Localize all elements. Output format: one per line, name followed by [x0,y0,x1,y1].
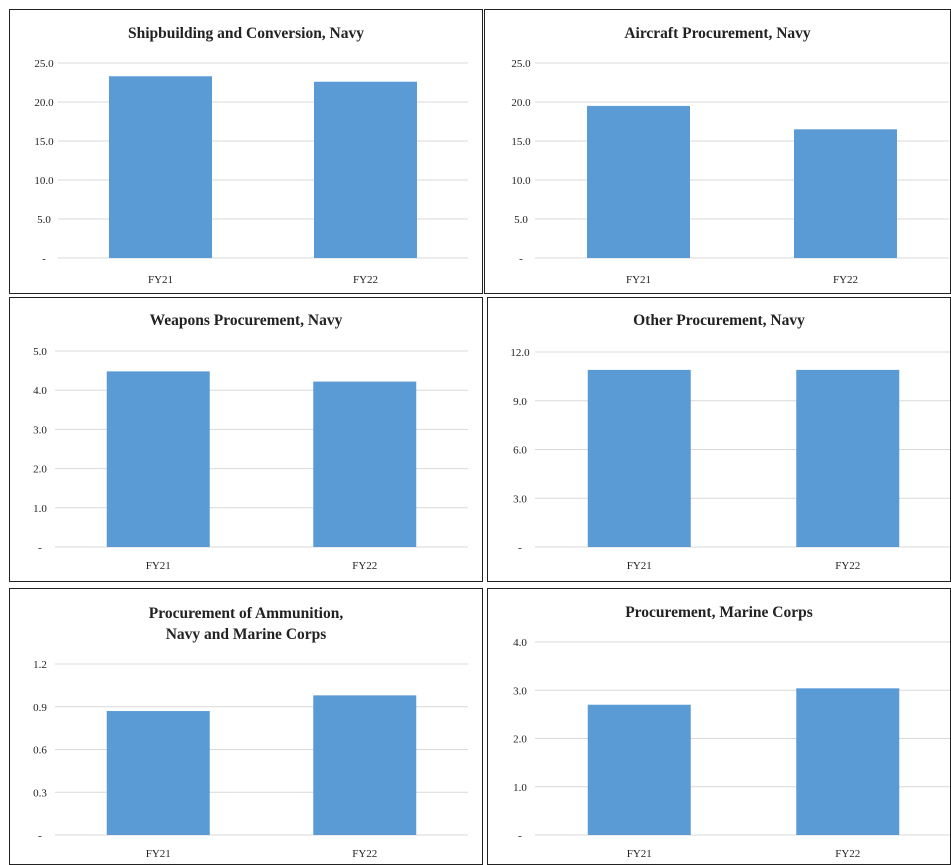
chart-panel-ammunition: Procurement of Ammunition, Navy and Marin… [9,588,483,865]
x-category-label: FY22 [352,848,377,860]
y-tick-label: - [42,253,46,265]
y-tick-label: 1.0 [33,503,47,515]
chart-panel-weapons: Weapons Procurement, Navy - 1.0 2.0 3.0 4.0 5.… [9,297,483,582]
x-category-label: FY22 [353,274,378,286]
bar-fy22 [794,129,897,258]
y-tick-label: 15.0 [34,136,54,148]
bar-chart: Aircraft Procurement, Navy - 5.0 10.0 15.0 20… [511,25,949,286]
bar-chart: Procurement of Ammunition, Navy and Marin… [33,605,468,860]
y-tick-label: 2.0 [33,464,47,476]
y-tick-label: - [518,542,522,554]
y-tick-label: 6.0 [513,445,527,457]
y-tick-label: - [38,542,42,554]
y-tick-label: 3.0 [513,685,527,697]
y-tick-label: 25.0 [34,58,54,70]
bar-chart: Procurement, Marine Corps - 1.0 2.0 3.0 4.0 FY… [513,604,950,860]
y-tick-label: - [38,830,42,842]
y-tick-label: 0.3 [33,787,47,799]
chart-title: Procurement, Marine Corps [625,604,813,621]
y-tick-label: 0.9 [33,702,47,714]
bar-fy21 [106,371,210,547]
x-category-label: FY22 [352,560,377,572]
chart-title: Shipbuilding and Conversion, Navy [128,25,364,42]
y-tick-label: 4.0 [33,385,47,397]
chart-panel-marine-corps: Procurement, Marine Corps - 1.0 2.0 3.0 4.0 FY… [487,588,951,865]
bar-fy21 [109,76,212,258]
chart-title: Other Procurement, Navy [633,312,805,329]
y-tick-label: 3.0 [33,424,47,436]
chart-panel-aircraft: Aircraft Procurement, Navy - 5.0 10.0 15.0 20… [484,9,951,294]
bar-chart: Other Procurement, Navy - 3.0 6.0 9.0 12.0 FY2… [510,312,950,572]
bar-fy22 [314,81,417,258]
chart-title: Weapons Procurement, Navy [150,312,343,329]
x-category-label: FY21 [146,560,171,572]
y-tick-label: - [519,253,523,265]
y-tick-label: 2.0 [513,734,527,746]
y-tick-label: 10.0 [511,175,531,187]
y-tick-label: 20.0 [34,97,54,109]
y-tick-label: 25.0 [511,58,531,70]
y-tick-label: - [518,830,522,842]
y-tick-label: 5.0 [33,346,47,358]
chart-title: Procurement of Ammunition, [149,605,344,622]
y-tick-label: 5.0 [37,214,51,226]
bar-fy21 [106,711,210,835]
x-category-label: FY21 [626,274,651,286]
y-tick-label: 0.6 [33,745,47,757]
bar-fy21 [587,704,691,835]
x-category-label: FY22 [835,848,860,860]
y-tick-label: 12.0 [510,347,530,359]
y-tick-label: 1.2 [33,659,47,671]
x-category-label: FY22 [835,560,860,572]
y-tick-label: 5.0 [514,214,528,226]
x-category-label: FY21 [146,848,171,860]
bar-fy22 [796,369,900,547]
x-category-label: FY21 [627,560,652,572]
chart-title: Navy and Marine Corps [166,626,327,643]
y-tick-label: 9.0 [513,396,527,408]
bar-chart: Shipbuilding and Conversion, Navy - 5.0 10.… [34,25,468,286]
bar-fy22 [313,381,417,547]
chart-title: Aircraft Procurement, Navy [624,25,811,42]
x-category-label: FY22 [833,274,858,286]
y-tick-label: 1.0 [513,782,527,794]
bar-fy21 [587,105,690,259]
bar-fy21 [587,369,691,547]
bar-fy22 [313,695,417,835]
chart-panel-shipbuilding: Shipbuilding and Conversion, Navy - 5.0 10.… [9,9,483,294]
chart-panel-other: Other Procurement, Navy - 3.0 6.0 9.0 12.0 FY2… [487,297,951,582]
y-tick-label: 15.0 [511,136,531,148]
bar-fy22 [796,688,900,835]
y-tick-label: 3.0 [513,493,527,505]
y-tick-label: 10.0 [34,175,54,187]
y-tick-label: 20.0 [511,97,531,109]
x-category-label: FY21 [627,848,652,860]
x-category-label: FY21 [148,274,173,286]
bar-chart: Weapons Procurement, Navy - 1.0 2.0 3.0 4.0 5.… [33,312,468,572]
y-tick-label: 4.0 [513,637,527,649]
